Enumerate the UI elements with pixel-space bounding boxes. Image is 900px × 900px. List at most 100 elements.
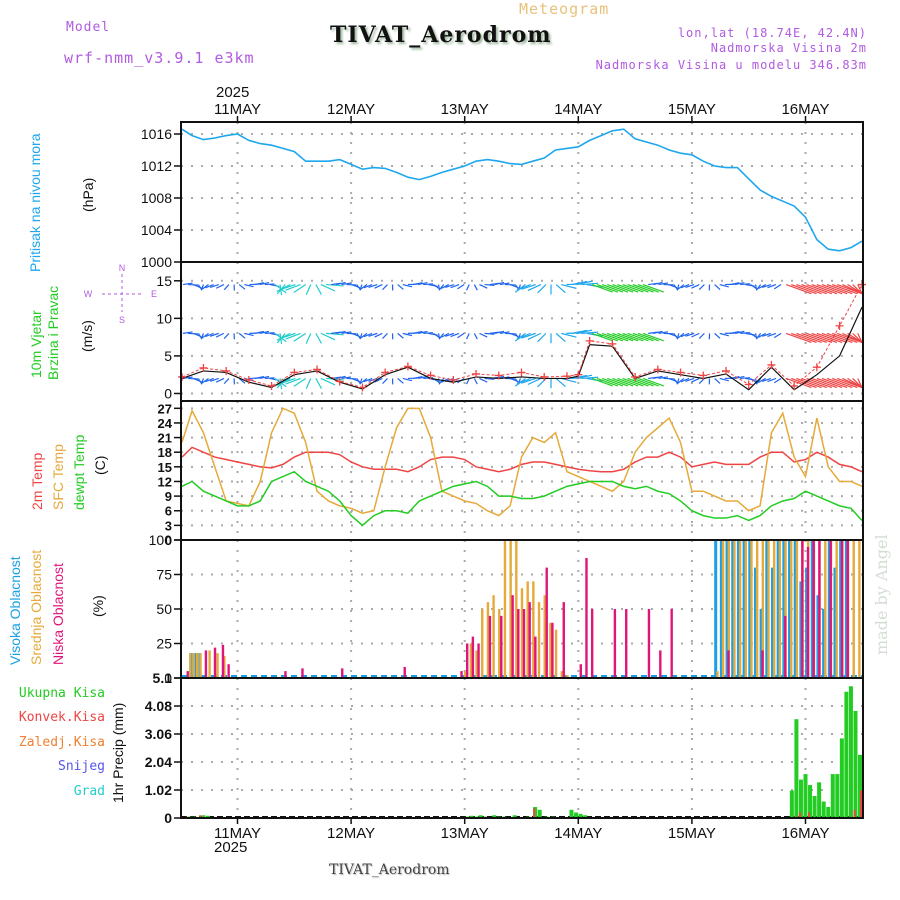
cloud-low-bar (460, 671, 463, 678)
wind-barb (691, 377, 700, 383)
wind-gust-marker (721, 366, 730, 375)
wind-barb (555, 284, 566, 294)
cloud-high-bar (827, 540, 831, 678)
wind-barb (642, 332, 664, 342)
y-tick-label: 1016 (141, 126, 172, 142)
x-tick-label-bottom: 15MAY (668, 825, 716, 842)
wind-barb (516, 332, 531, 340)
y-tick-label: 2.04 (145, 754, 172, 770)
wind-barb (305, 284, 312, 296)
x-tick-label-top: 16MAY (781, 101, 829, 118)
x-tick-label-top: 12MAY (327, 101, 375, 118)
cloud-low-bar (590, 609, 594, 678)
x-tick-label-top: 13MAY (441, 101, 489, 118)
total-rain-bar (789, 790, 794, 818)
cloud-low-bar (727, 650, 730, 678)
wind-barb (315, 378, 322, 389)
y-tick-label: 1004 (141, 222, 172, 238)
wind-barb (537, 332, 547, 343)
y-tick-label: 15 (156, 273, 172, 289)
wind-barb (714, 378, 721, 384)
wind-barb (341, 376, 352, 380)
wind-barb (336, 281, 346, 286)
wind-barb (374, 283, 383, 289)
total-rain-bar (844, 691, 849, 818)
cloud-low-bar (403, 666, 406, 678)
wind-barb (423, 283, 434, 286)
y-tick-label: 10 (156, 310, 172, 326)
wind-barb (368, 332, 378, 337)
wind-barb (719, 377, 729, 382)
wind-gust-marker (199, 363, 208, 372)
watermark: made by Angel (872, 534, 891, 655)
cloud-mid-bar (858, 540, 861, 678)
wind-barb (561, 283, 577, 289)
wind-barb (581, 282, 599, 286)
wind-barb (658, 376, 669, 380)
wind-barb (473, 284, 478, 291)
wind-gust-marker (562, 372, 571, 381)
cloud-mid-bar (199, 653, 202, 678)
wind-gust-marker (426, 371, 435, 380)
wind-barb (473, 378, 478, 385)
wind-gust-marker (608, 339, 617, 348)
cloud-low-bar (204, 650, 208, 678)
cloud-low-bar (471, 636, 475, 678)
wind-barb (617, 283, 639, 293)
cloud-low-bar (647, 609, 651, 678)
wind-barb (516, 377, 531, 385)
cloud-mid-bar (492, 595, 495, 678)
cloud-mid-bar (475, 650, 478, 678)
panel-frame (180, 121, 864, 263)
wind-barb (806, 332, 833, 344)
wind-barb (826, 377, 853, 389)
cloud-high-bar (776, 540, 780, 678)
sfc-temp-line (181, 407, 863, 517)
wind-barb (259, 330, 270, 334)
cloud-high-bar (805, 567, 809, 678)
wind-barb (418, 281, 428, 286)
cloud-mid-bar (716, 671, 719, 678)
cloud-high-bar (742, 540, 746, 678)
wind-barb (658, 282, 669, 286)
wind-barb (382, 332, 388, 339)
wind-barb (238, 332, 246, 339)
wind-gust-marker (699, 371, 708, 380)
y-tick-label: 5.1 (153, 670, 173, 686)
y-tick-label: 75 (156, 567, 172, 583)
wind-barb (714, 332, 721, 339)
cloud-low-bar (534, 636, 537, 678)
wind-barb (653, 330, 663, 334)
legend-hail: Grad (73, 784, 105, 799)
wind-barb (423, 377, 434, 380)
cloud-low-bar (227, 664, 230, 678)
wind-barb (601, 283, 624, 293)
wind-barb (762, 332, 772, 337)
total-rain-bar (858, 754, 863, 818)
wind-barb (821, 332, 848, 344)
wind-barb (259, 375, 270, 380)
total-rain-bar (826, 807, 831, 818)
wind-barb (762, 283, 772, 289)
wind-barb (315, 284, 322, 295)
wind-barb (642, 377, 664, 387)
total-rain-bar (583, 815, 588, 818)
wind-barb (264, 283, 275, 286)
wind-barb (368, 377, 378, 382)
cloud-low-bar (818, 540, 821, 678)
cloud-low-bar (585, 557, 588, 678)
cloud-mid-bar (560, 671, 563, 678)
total-rain-bar (821, 801, 826, 818)
y-tick-label: 1008 (141, 190, 172, 206)
wind-barb (466, 284, 470, 291)
wind-barb (581, 331, 599, 334)
cloud-mid-bar (526, 581, 529, 678)
wind-barb (382, 378, 388, 385)
wind-barb (259, 282, 270, 286)
wind-barb (402, 283, 413, 288)
cloud-high-bar (793, 540, 797, 678)
cloud-mid-bar (469, 643, 473, 678)
cloud-low-bar (284, 671, 287, 678)
cloud-mid-bar (790, 540, 793, 678)
